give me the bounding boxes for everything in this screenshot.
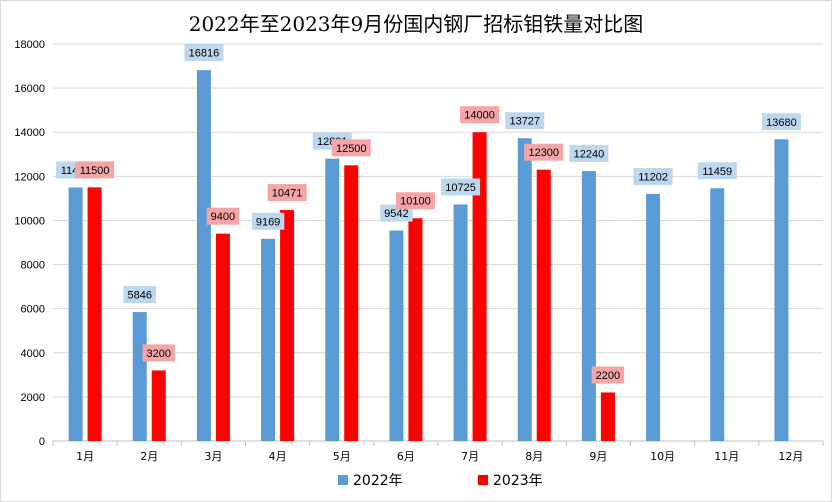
bar-2023年 <box>151 370 166 441</box>
y-tick-label: 6000 <box>21 304 45 316</box>
bar-2023年 <box>408 218 423 441</box>
bar-2022年 <box>517 138 532 441</box>
data-label-bg <box>505 112 545 130</box>
y-tick-label: 8000 <box>21 260 45 272</box>
x-tick-label: 6月 <box>397 450 415 463</box>
bar-2022年 <box>581 171 596 442</box>
data-label: 10725 <box>445 182 476 194</box>
x-tick-label: 11月 <box>714 450 739 463</box>
data-label-bg <box>184 44 224 62</box>
x-tick-label: 12月 <box>778 450 803 463</box>
data-label: 10100 <box>400 196 431 208</box>
bar-2022年 <box>710 188 725 441</box>
data-label: 14000 <box>464 110 495 122</box>
x-tick-label: 2月 <box>140 450 158 463</box>
data-label-bg <box>123 286 156 304</box>
data-label: 9400 <box>211 211 235 223</box>
data-label-bg <box>142 344 175 362</box>
bar-2022年 <box>68 187 83 441</box>
bar-2022年 <box>389 230 404 441</box>
y-tick-label: 0 <box>39 436 45 448</box>
data-label: 16816 <box>189 48 220 60</box>
bar-2023年 <box>344 165 359 442</box>
bar-2023年 <box>600 392 615 441</box>
data-label: 11459 <box>702 166 732 178</box>
data-label-bg <box>331 139 371 157</box>
legend-swatch <box>338 475 348 485</box>
y-tick-label: 12000 <box>14 171 45 183</box>
chart-title: 2022年至2023年9月份国内钢厂招标钼铁量对比图 <box>189 12 644 36</box>
bar-2023年 <box>280 210 295 441</box>
data-label: 12300 <box>528 147 559 159</box>
data-label: 5846 <box>128 290 152 302</box>
x-tick-label: 1月 <box>76 450 94 463</box>
y-tick-label: 14000 <box>14 127 45 139</box>
x-tick-label: 9月 <box>589 450 607 463</box>
data-label: 11202 <box>638 171 668 183</box>
data-label: 11500 <box>80 165 110 177</box>
data-label: 2200 <box>596 370 620 382</box>
legend-label: 2022年 <box>353 473 403 489</box>
data-label: 13680 <box>766 117 797 129</box>
bar-2022年 <box>261 238 276 441</box>
data-label: 13727 <box>509 116 540 128</box>
data-label: 9169 <box>256 216 280 228</box>
x-tick-label: 10月 <box>650 450 675 463</box>
bar-2022年 <box>774 139 789 441</box>
data-label: 3200 <box>147 348 171 360</box>
data-label: 9542 <box>384 208 408 220</box>
legend: 2022年 2023年 <box>338 473 543 489</box>
data-label-bg <box>761 113 801 131</box>
grid-lines <box>53 43 823 398</box>
y-tick-label: 10000 <box>14 215 45 227</box>
bar-2022年 <box>132 312 147 441</box>
data-label-bg <box>591 366 625 384</box>
legend-swatch <box>478 475 488 485</box>
y-tick-label: 16000 <box>14 83 45 95</box>
data-label-bg <box>395 192 435 210</box>
x-tick-label: 4月 <box>269 450 287 463</box>
data-label-bg <box>633 167 673 185</box>
x-tick-label: 8月 <box>525 450 543 463</box>
bar-2022年 <box>196 70 211 442</box>
x-tick-label: 3月 <box>204 450 222 463</box>
data-label-bg <box>267 184 307 202</box>
axes: 0 2000 4000 6000 8000 10000 12000 14000 16000 180… <box>14 39 824 463</box>
bar-2022年 <box>453 204 468 441</box>
data-label-bg <box>75 161 115 179</box>
bar-2022年 <box>646 193 661 441</box>
y-tick-label: 4000 <box>21 348 45 360</box>
y-tick-label: 18000 <box>14 39 45 51</box>
x-tick-label: 7月 <box>461 450 479 463</box>
data-label-bg <box>251 212 285 230</box>
legend-label: 2023年 <box>493 473 543 489</box>
data-labels: 1149558461681691691280195421072513727122… <box>56 44 801 384</box>
data-label-bg <box>697 162 737 180</box>
bar-2022年 <box>325 158 340 441</box>
x-tick-label: 5月 <box>333 450 351 463</box>
data-label-bg <box>460 106 500 124</box>
data-label: 12500 <box>336 143 367 155</box>
bar-2023年 <box>536 169 551 441</box>
bar-2023年 <box>87 187 102 441</box>
data-label-bg <box>524 143 564 161</box>
bars <box>68 70 789 442</box>
data-label: 12240 <box>574 149 605 161</box>
y-tick-label: 2000 <box>21 392 45 404</box>
data-label: 10471 <box>272 188 303 200</box>
data-label-bg <box>206 207 240 225</box>
data-label-bg <box>441 178 481 196</box>
data-label-bg <box>569 145 609 163</box>
bar-2023年 <box>215 233 230 441</box>
bar-2023年 <box>472 132 487 441</box>
